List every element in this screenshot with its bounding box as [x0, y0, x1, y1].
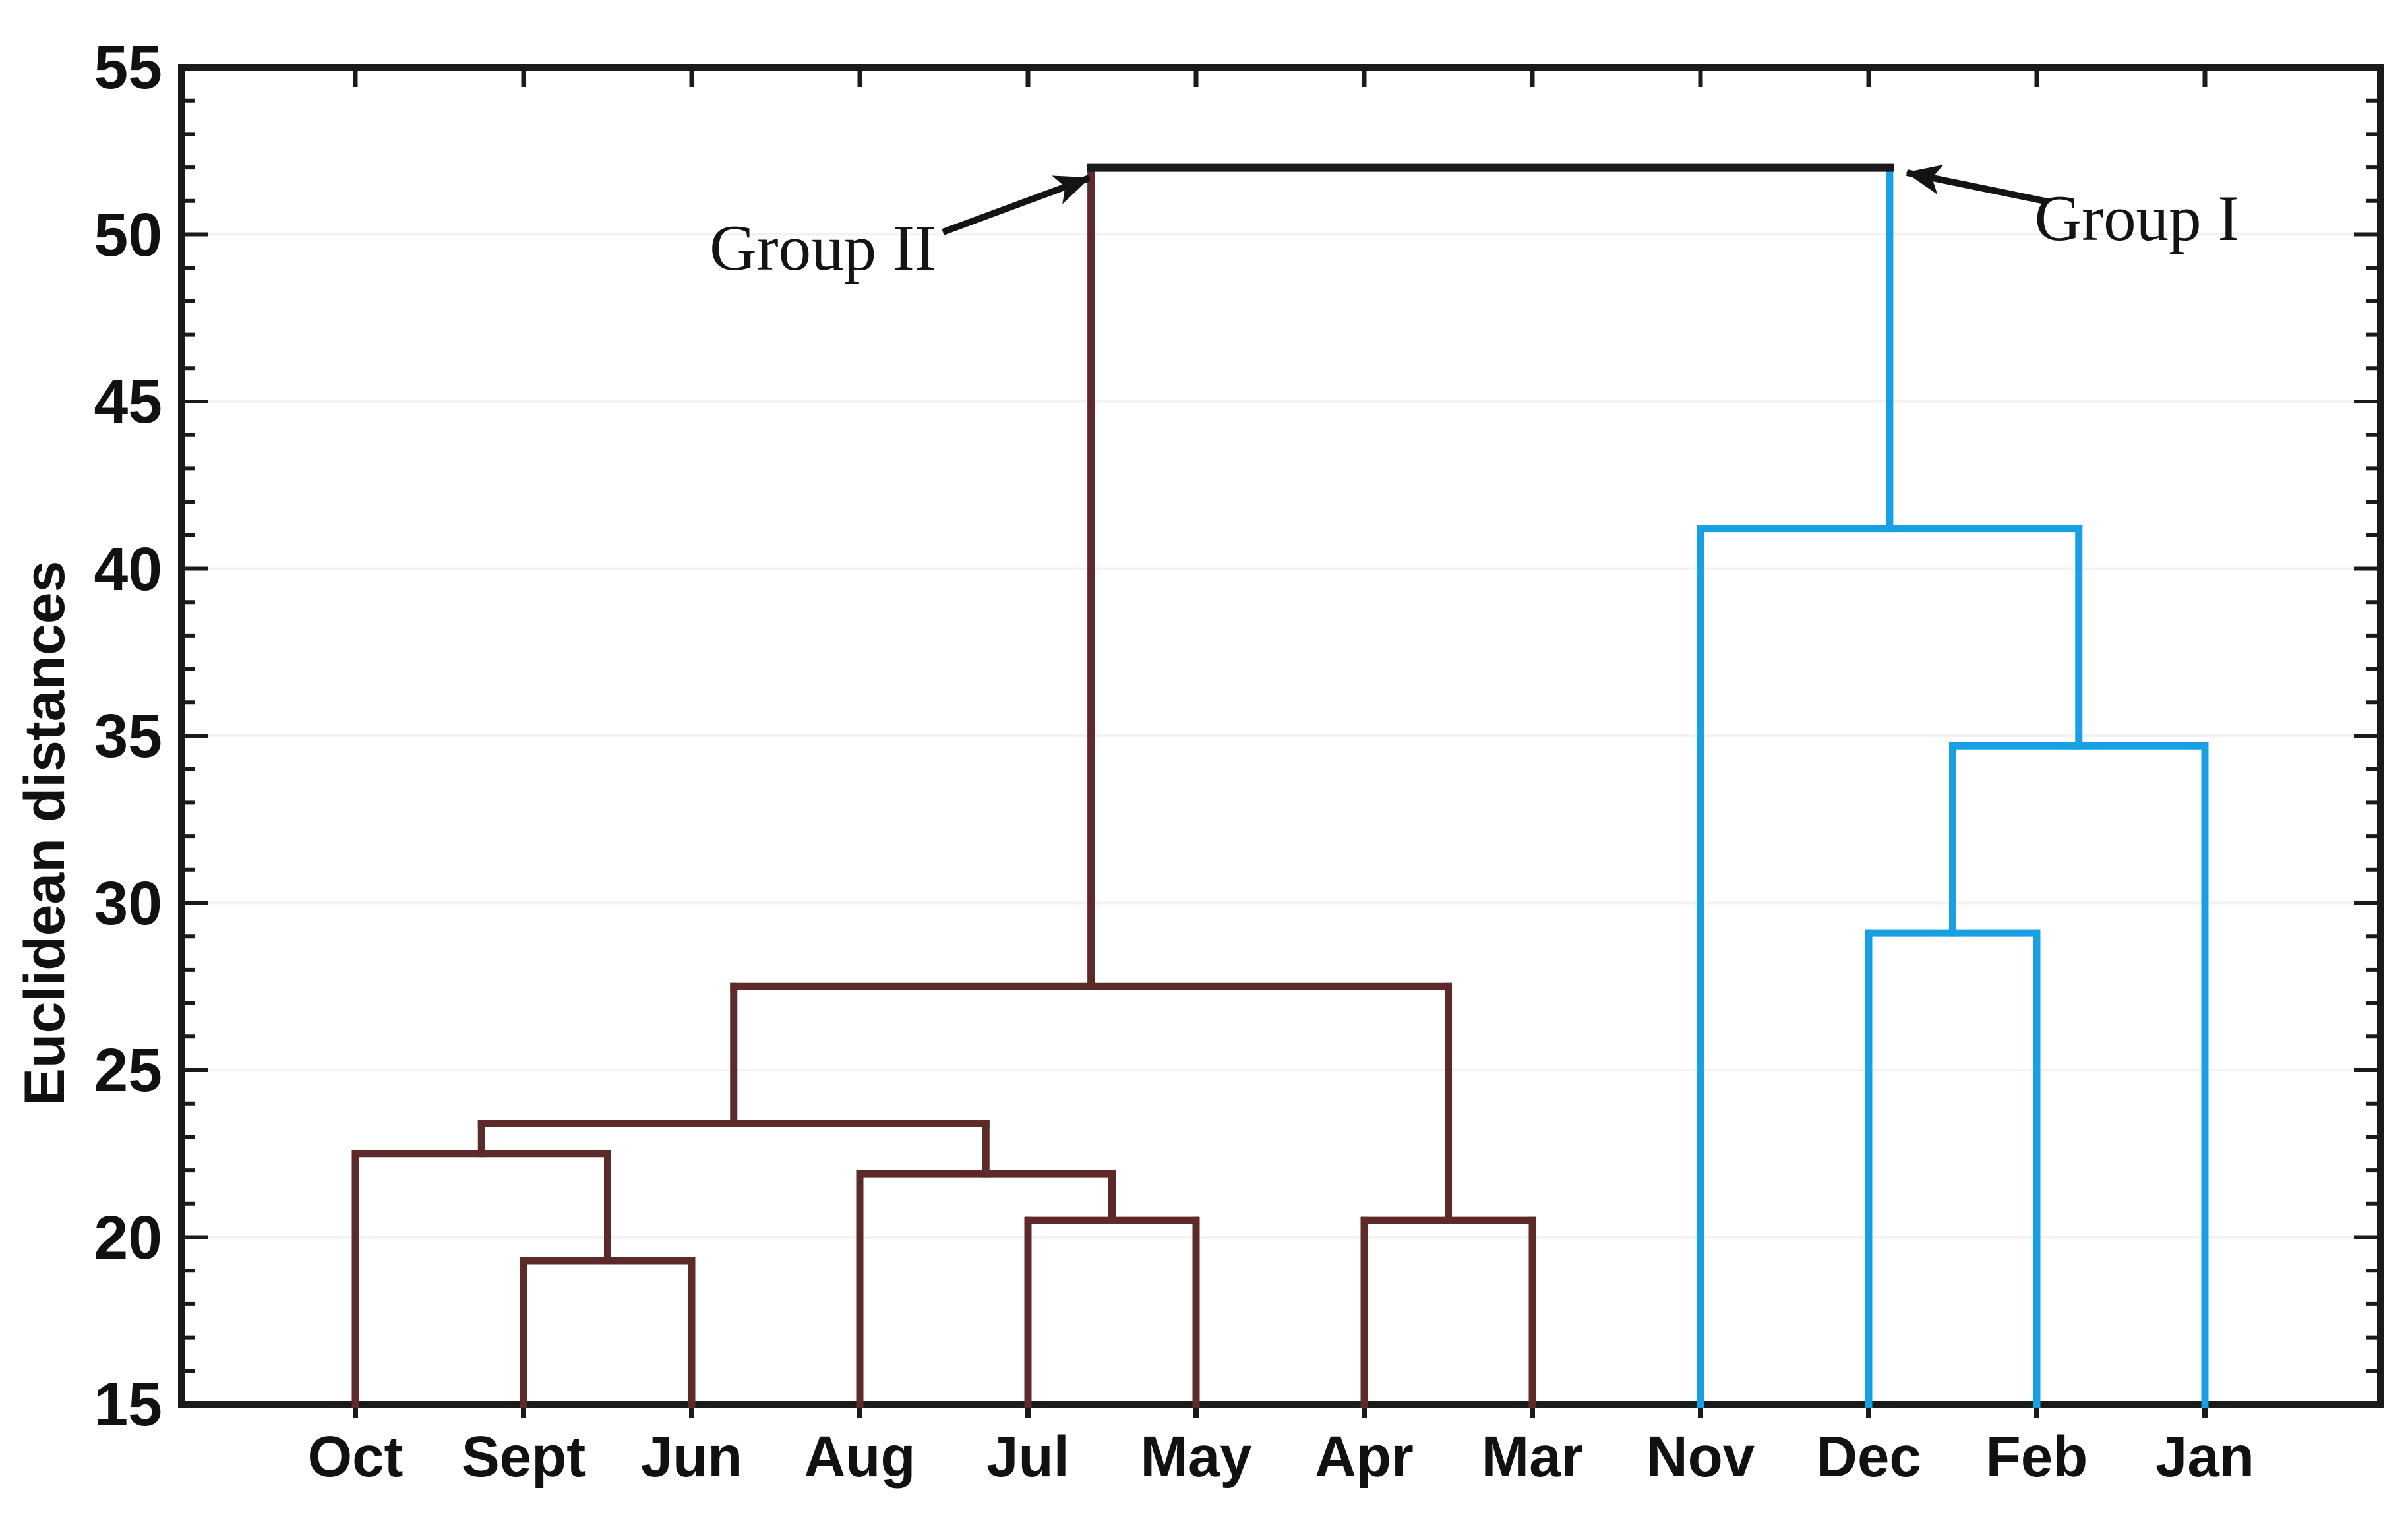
- y-tick-label: 20: [94, 1203, 162, 1272]
- x-leaf-label: May: [1140, 1425, 1252, 1489]
- x-leaf-label: Jun: [640, 1425, 743, 1489]
- y-tick-label: 15: [94, 1370, 162, 1439]
- x-leaf-label: Jan: [2155, 1425, 2254, 1489]
- x-leaf-label: Oct: [307, 1425, 404, 1489]
- y-tick-label: 55: [94, 33, 162, 102]
- group-ii-arrow: [942, 175, 1091, 235]
- x-leaf-label: Sept: [461, 1425, 586, 1489]
- y-tick-label: 30: [94, 868, 162, 938]
- x-leaf-label: Apr: [1315, 1425, 1414, 1489]
- group-i-arrow: [1906, 164, 2049, 205]
- x-leaf-label: Aug: [804, 1425, 916, 1489]
- y-tick-label: 35: [94, 702, 162, 770]
- y-tick-label: 45: [94, 367, 162, 436]
- x-leaf-label: Dec: [1816, 1425, 1921, 1489]
- y-tick-label: 50: [94, 200, 162, 269]
- x-leaf-label: Mar: [1481, 1425, 1584, 1489]
- annotation-label-group-ii: Group II: [709, 212, 936, 284]
- x-leaf-label: Jul: [986, 1425, 1069, 1489]
- x-leaf-label: Nov: [1646, 1425, 1755, 1489]
- y-tick-label: 40: [94, 534, 162, 603]
- annotation-label-group-i: Group I: [2034, 183, 2240, 254]
- y-tick-label: 25: [94, 1036, 162, 1104]
- x-leaf-label: Feb: [1985, 1425, 2088, 1489]
